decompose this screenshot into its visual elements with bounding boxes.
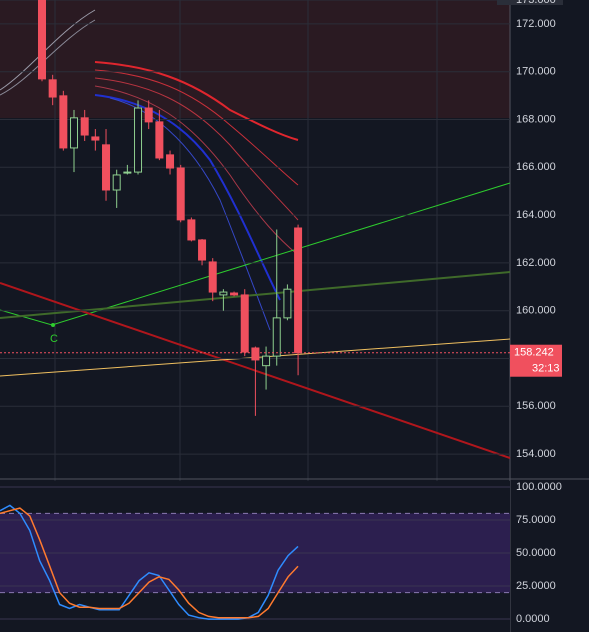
y-tick-label: 162.000 xyxy=(516,257,556,269)
candle-body xyxy=(112,174,121,191)
candle-body xyxy=(240,294,249,353)
candle-body xyxy=(102,144,111,191)
candle-body xyxy=(123,171,132,174)
candle-body xyxy=(134,107,143,173)
candle-body xyxy=(38,0,46,80)
price-axis xyxy=(510,0,589,632)
candle-body xyxy=(283,288,292,319)
pivot-point xyxy=(51,323,55,327)
candle-body xyxy=(166,154,175,169)
y-tick-label: 164.000 xyxy=(516,209,556,221)
candle-body xyxy=(219,291,228,296)
candle-body xyxy=(91,136,100,141)
annotation: C xyxy=(50,333,58,345)
y-tick-label: 75.0000 xyxy=(516,514,556,526)
candle-body xyxy=(272,317,281,357)
tick-box xyxy=(497,0,563,5)
y-tick-label: 166.000 xyxy=(516,161,556,173)
candle-body xyxy=(208,261,217,293)
candle-body xyxy=(294,227,303,354)
candle-body xyxy=(230,292,239,296)
y-tick-label: 25.0000 xyxy=(516,580,556,592)
y-tick-label: 50.0000 xyxy=(516,547,556,559)
cloud-zone xyxy=(0,0,510,118)
y-tick-label: 156.000 xyxy=(516,400,556,412)
candle-body xyxy=(176,167,185,221)
countdown: 32:13 xyxy=(532,363,560,375)
osc-line xyxy=(0,507,299,619)
candle-body xyxy=(155,121,164,159)
candle-body xyxy=(262,355,271,367)
candle-body xyxy=(251,347,260,361)
candle-body xyxy=(80,117,89,136)
y-tick-label: 172.000 xyxy=(516,18,556,30)
candle-body xyxy=(48,79,57,98)
y-tick-label: 100.0000 xyxy=(516,481,562,493)
candle-body xyxy=(144,107,153,123)
candle-body xyxy=(198,239,207,261)
trend-line xyxy=(0,182,511,326)
candle-body xyxy=(70,117,79,149)
y-tick-label: 160.000 xyxy=(516,305,556,317)
candle-body xyxy=(59,95,68,149)
price-box xyxy=(510,344,562,377)
y-tick-label: 170.000 xyxy=(516,66,556,78)
y-tick-label: 173.000 xyxy=(516,0,556,6)
y-tick-label: 168.000 xyxy=(516,113,556,125)
y-tick-label: 0.0000 xyxy=(516,613,550,625)
y-tick-label: 154.000 xyxy=(516,448,556,460)
current-price: 158.242 xyxy=(514,347,554,359)
candle-body xyxy=(187,219,196,241)
